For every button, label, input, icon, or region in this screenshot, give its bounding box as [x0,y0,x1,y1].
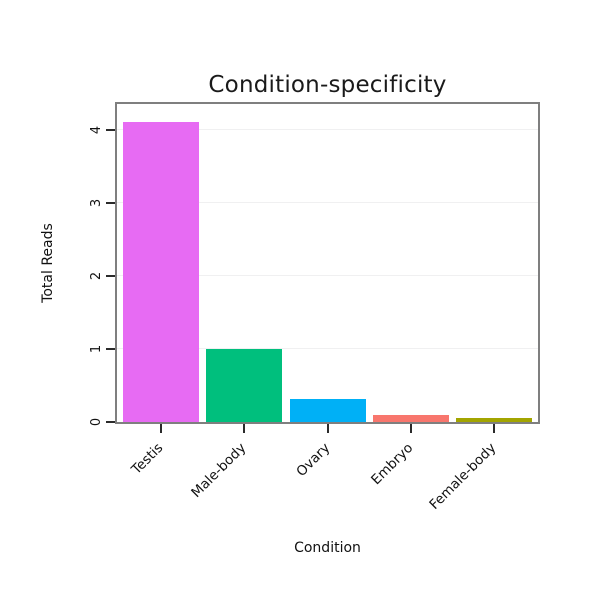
y-tick-mark [106,201,115,204]
gridline [117,274,538,276]
y-tick-label: 0 [89,417,104,427]
y-tick-label: 4 [89,125,104,134]
y-tick-label: 1 [89,344,104,354]
bar-ovary [289,398,366,422]
chart-title: Condition-specificity [208,72,447,98]
y-tick-label: 3 [89,198,104,207]
bar-male-body [206,348,283,422]
bar-embryo [372,414,449,422]
y-tick-mark [106,347,115,350]
x-tick-mark [409,424,412,433]
x-tick-mark [493,424,495,433]
y-axis-title: Total Reads [40,223,56,303]
x-axis-title: Condition [294,540,361,556]
y-tick-mark [106,128,115,131]
plot-area [115,102,540,424]
y-tick-label: 2 [89,271,104,280]
x-tick-mark [326,424,329,433]
gridline [117,201,538,203]
bar-testis [123,122,199,422]
x-tick-mark [160,424,162,433]
x-tick-mark [243,424,246,433]
gridline [117,128,538,130]
gridline [117,347,538,349]
y-tick-mark [106,274,115,277]
y-tick-mark [106,421,115,423]
bar-female-body [456,417,532,422]
